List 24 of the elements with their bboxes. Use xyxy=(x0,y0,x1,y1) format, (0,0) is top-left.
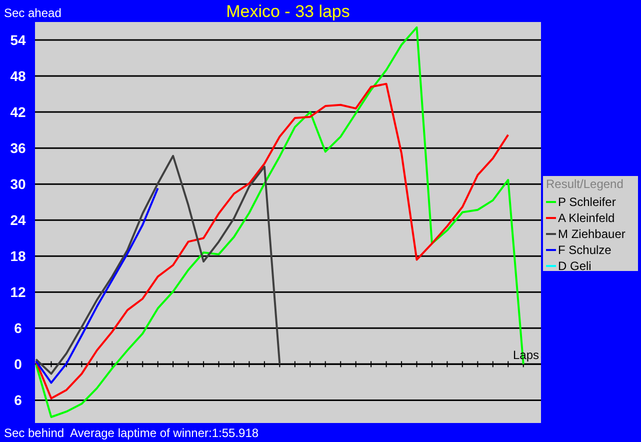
chart-title: Mexico - 33 laps xyxy=(226,2,350,21)
legend-title: Result/Legend xyxy=(546,177,624,191)
text: Sec behind xyxy=(4,426,64,440)
y-tick-label: 0 xyxy=(14,356,22,372)
legend-label: M Ziehbauer xyxy=(558,227,626,241)
y-axis-title: Sec ahead xyxy=(4,6,62,20)
y-tick-label: 30 xyxy=(10,176,26,192)
line-series xyxy=(35,154,281,375)
y-tick-label: 24 xyxy=(10,212,26,228)
y-tick-label: 12 xyxy=(10,284,26,300)
legend-label: A Kleinfeld xyxy=(558,211,615,225)
y-tick-label: 36 xyxy=(10,140,26,156)
y-tick-label: 6 xyxy=(14,320,22,336)
y-tick-label: 18 xyxy=(10,248,26,264)
legend-label: D Geli xyxy=(558,259,592,273)
line-series xyxy=(35,187,159,384)
legend-label: F Schulze xyxy=(558,243,612,257)
y-tick-label: 54 xyxy=(10,32,26,48)
line-series xyxy=(35,82,510,400)
y-tick-label: 6 xyxy=(14,392,22,408)
y-tick-label: 42 xyxy=(10,104,26,120)
text: Average laptime of winner:1:55.918 xyxy=(70,426,259,440)
legend-label: P Schleifer xyxy=(558,195,616,209)
y-tick-label: 48 xyxy=(10,68,26,84)
